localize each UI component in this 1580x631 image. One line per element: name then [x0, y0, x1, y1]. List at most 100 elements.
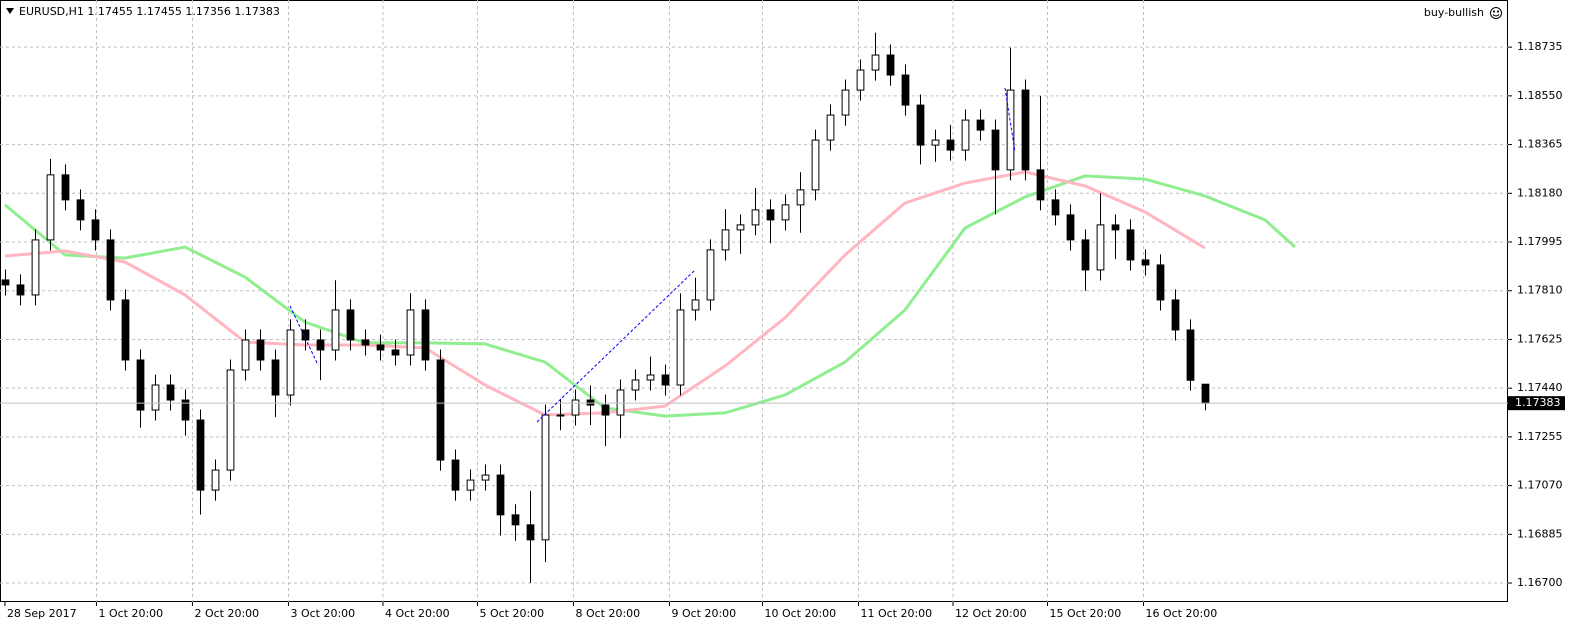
- y-tick-label: 1.17625: [1517, 332, 1563, 345]
- candle-body: [811, 139, 820, 191]
- candle-body: [451, 459, 460, 491]
- candle-body: [316, 339, 325, 351]
- candle-body: [31, 239, 40, 296]
- y-tick-label: 1.18550: [1517, 89, 1563, 102]
- candle-body: [361, 339, 370, 346]
- last-price-label: 1.17383: [1515, 396, 1561, 409]
- candle-body: [1156, 264, 1165, 301]
- candle-body: [211, 469, 220, 491]
- candle-body: [331, 309, 340, 351]
- symbol: EURUSD,H1: [19, 5, 84, 18]
- candle-body: [301, 329, 310, 341]
- x-tick-label: 3 Oct 20:00: [290, 607, 355, 620]
- candle-body: [136, 359, 145, 411]
- x-tick-label: 4 Oct 20:00: [385, 607, 450, 620]
- candle-body: [766, 209, 775, 221]
- candle-body: [196, 419, 205, 491]
- candle-body: [421, 309, 430, 361]
- y-tick-label: 1.18735: [1517, 40, 1563, 53]
- plot-area: [0, 0, 1508, 602]
- candle-body: [1081, 239, 1090, 271]
- candle-body: [1006, 89, 1015, 171]
- candle-body: [586, 399, 595, 406]
- candle-body: [676, 309, 685, 386]
- candle-body: [946, 139, 955, 151]
- candle-body: [736, 224, 745, 231]
- candle-body: [976, 119, 985, 131]
- x-tick-label: 10 Oct 20:00: [764, 607, 836, 620]
- candle-body: [511, 514, 520, 526]
- candle-body: [751, 209, 760, 226]
- x-tick-label: 12 Oct 20:00: [955, 607, 1027, 620]
- candle-body: [106, 239, 115, 301]
- candle-body: [346, 309, 355, 341]
- x-tick-label: 15 Oct 20:00: [1049, 607, 1121, 620]
- candle-body: [16, 284, 25, 296]
- signal-label: buy-bullish: [1424, 6, 1484, 19]
- candle-body: [226, 369, 235, 471]
- candle-body: [991, 129, 1000, 171]
- candle-body: [286, 329, 295, 396]
- y-tick-label: 1.17070: [1517, 479, 1563, 492]
- candle-body: [796, 189, 805, 206]
- y-tick-label: 1.17440: [1517, 381, 1563, 394]
- open-value: 1.17455: [87, 5, 133, 18]
- y-tick-label: 1.18365: [1517, 138, 1563, 151]
- candle-body: [901, 74, 910, 106]
- candle-body: [76, 199, 85, 221]
- y-tick-label: 1.16885: [1517, 527, 1563, 540]
- candle-body: [1, 279, 10, 286]
- candle-body: [571, 399, 580, 416]
- candle-body: [121, 299, 130, 361]
- menu-arrow[interactable]: [6, 8, 14, 14]
- x-tick-label: 5 Oct 20:00: [479, 607, 544, 620]
- candle-body: [1066, 214, 1075, 241]
- candle-body: [496, 474, 505, 516]
- candle-body: [826, 114, 835, 141]
- candle-body: [556, 414, 565, 417]
- candle-body: [1186, 329, 1195, 381]
- candle-body: [46, 174, 55, 241]
- candle-body: [721, 229, 730, 251]
- candle-body: [646, 374, 655, 381]
- candle-body: [436, 359, 445, 461]
- low-value: 1.17356: [185, 5, 231, 18]
- y-tick-label: 1.17255: [1517, 430, 1563, 443]
- candle-body: [271, 359, 280, 396]
- candle-body: [706, 249, 715, 301]
- candle-body: [256, 339, 265, 361]
- candle-body: [661, 374, 670, 386]
- x-tick-label: 8 Oct 20:00: [575, 607, 640, 620]
- close-value: 1.17383: [234, 5, 280, 18]
- candle-body: [166, 384, 175, 401]
- candle-body: [841, 89, 850, 116]
- y-tick-label: 1.17810: [1517, 284, 1563, 297]
- candle-body: [1111, 224, 1120, 231]
- candle-body: [526, 524, 535, 541]
- candle-body: [391, 349, 400, 356]
- y-tick-label: 1.17995: [1517, 235, 1563, 248]
- candle-body: [1126, 229, 1135, 261]
- candle-body: [631, 379, 640, 391]
- candle-body: [691, 299, 700, 311]
- candle-body: [1036, 169, 1045, 201]
- candle-body: [1096, 224, 1105, 271]
- moving-average-line: [3, 174, 1296, 418]
- x-tick-label: 1 Oct 20:00: [98, 607, 163, 620]
- candle-body: [466, 479, 475, 491]
- trade-markers: [289, 87, 1016, 423]
- x-tick-label: 2 Oct 20:00: [194, 607, 259, 620]
- high-value: 1.17455: [136, 5, 182, 18]
- x-tick-label: 16 Oct 20:00: [1145, 607, 1217, 620]
- candle-body: [1021, 89, 1030, 171]
- candle-body: [781, 204, 790, 221]
- candle-body: [931, 139, 940, 146]
- smiley-icon: [1490, 7, 1502, 19]
- candle-body: [61, 174, 70, 201]
- chart-header: EURUSD,H1 1.17455 1.17455 1.17356 1.1738…: [19, 5, 280, 18]
- candle-body: [871, 54, 880, 71]
- candle-body: [1171, 299, 1180, 331]
- x-tick-label: 9 Oct 20:00: [671, 607, 736, 620]
- candle-body: [91, 219, 100, 241]
- last-price-box: [1508, 396, 1565, 411]
